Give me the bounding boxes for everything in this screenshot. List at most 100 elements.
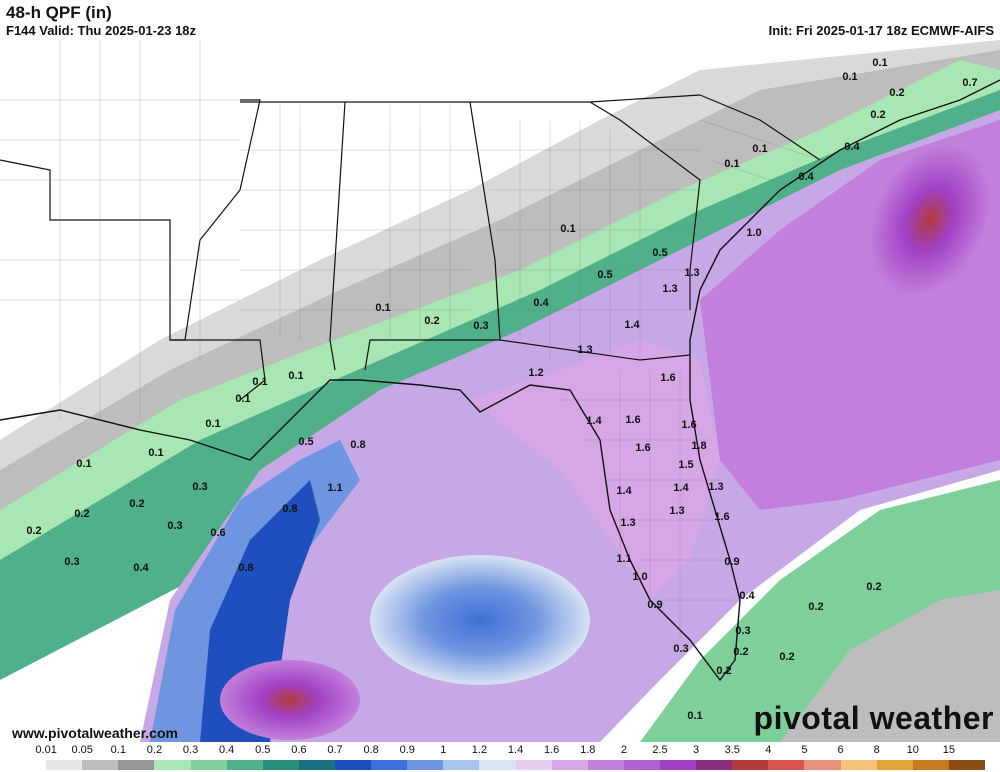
qpf-value-label: 1.4 (624, 319, 640, 331)
qpf-value-label: 0.3 (64, 556, 79, 568)
qpf-value-label: 0.6 (210, 527, 225, 539)
qpf-value-label: 0.5 (652, 247, 667, 259)
legend-swatch (768, 760, 805, 770)
legend-tick: 1.6 (544, 744, 560, 756)
legend-tick: 2 (620, 744, 627, 756)
legend-tick: 8 (873, 744, 880, 756)
valid-time-label: F144 Valid: Thu 2025-01-23 18z (6, 23, 197, 38)
qpf-value-label: 0.1 (148, 447, 163, 459)
qpf-value-label: 0.8 (350, 439, 365, 451)
qpf-value-label: 0.1 (375, 302, 390, 314)
qpf-value-label: 0.3 (735, 625, 750, 637)
legend-tick: 15 (942, 744, 955, 756)
gulf-max-blob (220, 660, 360, 740)
qpf-value-label: 0.5 (597, 269, 612, 281)
legend-swatch (154, 760, 191, 770)
qpf-map: 0.1 0.1 0.2 0.7 0.2 0.4 0.1 0.1 0.4 1.0 0.1 0.5 0.5 1… (0, 40, 1000, 742)
qpf-value-label: 0.3 (167, 520, 182, 532)
legend-swatch (623, 760, 660, 770)
qpf-value-label: 0.1 (872, 57, 887, 69)
qpf-value-label: 0.2 (74, 508, 89, 520)
legend-swatch (262, 760, 299, 770)
qpf-value-label: 1.4 (673, 482, 689, 494)
qpf-value-label: 0.3 (473, 320, 488, 332)
qpf-value-label: 0.8 (282, 503, 297, 515)
qpf-value-label: 1.0 (746, 227, 761, 239)
legend-swatch (912, 760, 949, 770)
qpf-value-label: 0.2 (779, 651, 794, 663)
init-time-label: Init: Fri 2025-01-17 18z ECMWF-AIFS (768, 23, 994, 38)
legend-tick: 1.8 (580, 744, 596, 756)
qpf-value-label: 1.1 (616, 553, 631, 565)
qpf-value-label: 0.1 (252, 376, 267, 388)
qpf-value-label: 0.9 (724, 556, 739, 568)
qpf-value-label: 0.1 (752, 143, 767, 155)
legend-tick: 3 (693, 744, 700, 756)
qpf-value-label: 1.3 (669, 505, 684, 517)
legend-tick: 0.1 (110, 744, 126, 756)
website-label[interactable]: www.pivotalweather.com (12, 725, 178, 741)
qpf-value-label: 0.3 (673, 643, 688, 655)
qpf-value-label: 0.4 (844, 141, 860, 153)
qpf-value-label: 0.4 (798, 171, 814, 183)
legend-swatch (696, 760, 733, 770)
legend-tick: 0.4 (219, 744, 235, 756)
qpf-value-label: 0.7 (962, 77, 977, 89)
qpf-value-label: 1.6 (660, 372, 675, 384)
legend-swatch (82, 760, 119, 770)
qpf-value-label: 1.6 (714, 511, 729, 523)
qpf-value-label: 1.3 (620, 517, 635, 529)
legend-swatch (371, 760, 408, 770)
legend-tick: 6 (837, 744, 844, 756)
legend-tick: 1 (440, 744, 447, 756)
legend-tick: 0.7 (327, 744, 343, 756)
legend-swatch (226, 760, 263, 770)
southeast-gray-zone (780, 590, 1000, 742)
legend-tick: 2.5 (652, 744, 668, 756)
qpf-value-label: 1.0 (632, 571, 647, 583)
legend-swatch (804, 760, 841, 770)
legend-tick: 1.4 (507, 744, 524, 756)
pivotal-weather-logo: pivotal weather (753, 700, 994, 736)
legend-swatch (118, 760, 155, 770)
legend-tick: 0.05 (71, 744, 93, 756)
qpf-value-label: 1.4 (586, 415, 602, 427)
legend-tick: 0.5 (255, 744, 271, 756)
qpf-value-label: 0.2 (866, 581, 881, 593)
legend-swatch (46, 760, 83, 770)
qpf-value-label: 1.6 (625, 414, 640, 426)
gulf-blue-blob (370, 555, 590, 685)
qpf-value-label: 0.8 (238, 562, 253, 574)
legend-swatch (948, 760, 985, 770)
legend-swatch (407, 760, 444, 770)
qpf-value-label: 0.3 (192, 481, 207, 493)
qpf-value-label: 0.1 (560, 223, 575, 235)
legend-swatch (587, 760, 624, 770)
legend-swatch (190, 760, 227, 770)
legend-swatch (840, 760, 877, 770)
atlantic-max-blob (869, 143, 991, 297)
legend-tick: 5 (801, 744, 808, 756)
county-lines (0, 40, 821, 640)
qpf-value-label: 1.3 (684, 267, 699, 279)
legend-tick: 0.8 (363, 744, 379, 756)
qpf-value-label: 0.2 (808, 601, 823, 613)
legend-tick: 4 (765, 744, 772, 756)
qpf-value-label: 0.1 (235, 393, 250, 405)
legend-swatch (659, 760, 697, 770)
qpf-value-label: 0.2 (129, 498, 144, 510)
qpf-value-label: 0.1 (687, 710, 702, 722)
legend-tick: 3.5 (724, 744, 740, 756)
legend-swatch (876, 760, 913, 770)
qpf-value-label: 0.5 (298, 436, 313, 448)
qpf-value-label: 1.1 (327, 482, 342, 494)
qpf-value-label: 1.4 (616, 485, 632, 497)
legend-tick: 10 (906, 744, 919, 756)
qpf-value-label: 1.3 (708, 481, 723, 493)
qpf-value-label: 0.2 (26, 525, 41, 537)
legend-swatch (732, 760, 769, 770)
qpf-value-label: 0.2 (733, 646, 748, 658)
legend-swatch (551, 760, 588, 770)
qpf-value-label: 0.1 (724, 158, 739, 170)
legend-swatch (515, 760, 552, 770)
